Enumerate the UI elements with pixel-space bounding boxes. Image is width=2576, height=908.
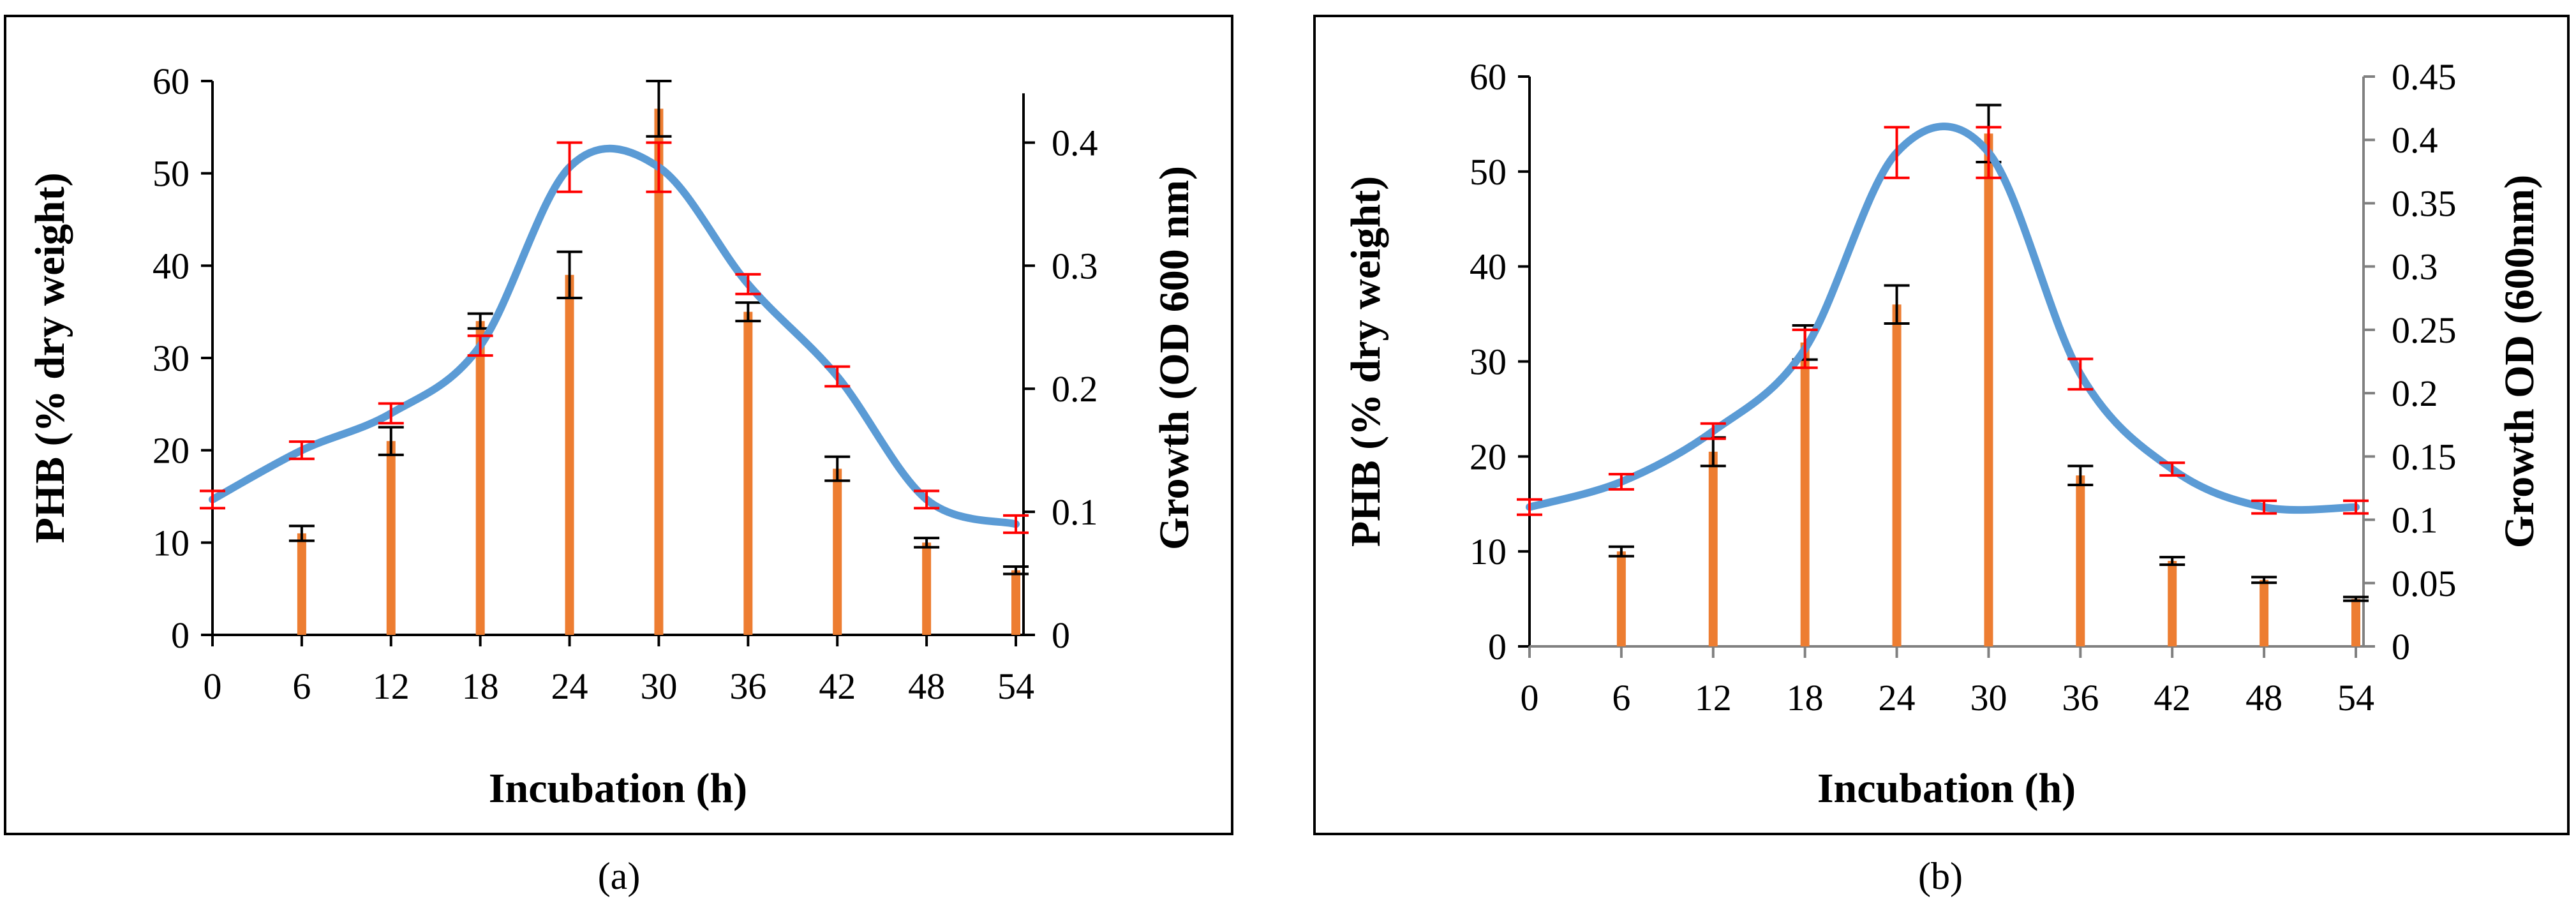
bar <box>2076 475 2085 646</box>
y-tick-label: 0 <box>171 614 190 656</box>
bar <box>743 311 753 635</box>
bar <box>833 468 842 635</box>
y-tick-label: 20 <box>1470 436 1507 477</box>
y-tick-label: 20 <box>153 430 190 472</box>
x-tick-label: 36 <box>729 666 766 707</box>
y-tick-label: 10 <box>1470 531 1507 572</box>
x-tick-label: 12 <box>373 666 410 707</box>
panel-b-caption: (b) <box>1918 855 1963 897</box>
x-axis-title: Incubation (h) <box>1817 765 2076 812</box>
y2-tick-label: 0.15 <box>2392 436 2457 477</box>
x-tick-label: 18 <box>462 666 499 707</box>
y2-tick-label: 0.25 <box>2392 309 2457 351</box>
x-tick-label: 30 <box>640 666 677 707</box>
y-tick-label: 10 <box>153 522 190 563</box>
y2-tick-label: 0.3 <box>1052 245 1098 287</box>
x-tick-label: 48 <box>2245 677 2282 718</box>
panel-a-frame <box>4 15 1233 835</box>
bar <box>1616 551 1626 646</box>
x-tick-label: 24 <box>1879 677 1916 718</box>
bar <box>1984 133 1993 647</box>
bar <box>1800 342 1810 646</box>
x-tick-label: 42 <box>819 666 856 707</box>
bar <box>1708 451 1718 646</box>
y-tick-label: 60 <box>153 61 190 102</box>
y2-tick-label: 0.45 <box>2392 56 2457 98</box>
x-tick-label: 42 <box>2154 677 2191 718</box>
y-tick-label: 0 <box>1488 626 1507 667</box>
bar <box>654 108 664 635</box>
bar <box>297 533 306 635</box>
y2-tick-label: 0.2 <box>1052 368 1098 410</box>
x-tick-label: 6 <box>1612 677 1630 718</box>
panel-b-frame <box>1313 15 2570 835</box>
x-tick-label: 48 <box>908 666 945 707</box>
bar <box>2260 579 2269 646</box>
panel-a-caption: (a) <box>598 855 641 897</box>
x-tick-label: 18 <box>1787 677 1824 718</box>
y-axis-title: PHB (% dry weight) <box>27 172 73 543</box>
bar <box>922 542 932 635</box>
y2-tick-label: 0.1 <box>1052 491 1098 533</box>
bar <box>1892 304 1902 646</box>
y2-axis-title: Growth OD (600nm) <box>2496 175 2543 548</box>
y2-tick-label: 0.4 <box>1052 122 1098 163</box>
y-tick-label: 40 <box>153 245 190 287</box>
bar <box>386 441 396 635</box>
bar <box>2351 599 2360 646</box>
chart-b: 010203040506000.050.10.150.20.250.30.350… <box>1343 56 2543 812</box>
x-tick-label: 30 <box>1970 677 2007 718</box>
y2-tick-label: 0.3 <box>2392 246 2438 288</box>
x-tick-label: 12 <box>1695 677 1732 718</box>
y2-axis-title: Growth (OD 600 nm) <box>1151 166 1198 550</box>
y2-tick-label: 0.2 <box>2392 373 2438 414</box>
y-tick-label: 30 <box>1470 341 1507 383</box>
growth-line <box>209 144 1020 528</box>
y2-tick-label: 0.35 <box>2392 182 2457 224</box>
x-tick-label: 54 <box>2337 677 2374 718</box>
bar <box>1011 570 1020 635</box>
bar <box>565 274 574 635</box>
chart-a: 0 10 20 30 40 50 60 0 0.1 0.2 0.3 0.4 0 6 12 18 24 30 36 42… <box>27 61 1198 812</box>
y2-tick-label: 0 <box>2392 626 2410 667</box>
y2-tick-label: 0.4 <box>2392 119 2438 161</box>
y-tick-label: 50 <box>153 153 190 195</box>
x-axis-title: Incubation (h) <box>489 765 747 812</box>
y-tick-label: 40 <box>1470 246 1507 288</box>
x-tick-label: 6 <box>292 666 311 707</box>
y-tick-label: 60 <box>1470 56 1507 98</box>
x-tick-label: 24 <box>551 666 588 707</box>
y2-tick-label: 0 <box>1052 614 1070 656</box>
y-tick-label: 30 <box>153 338 190 379</box>
growth-line <box>1526 123 2360 514</box>
bar <box>2168 561 2177 646</box>
y2-tick-label: 0.1 <box>2392 500 2438 541</box>
x-tick-label: 0 <box>204 666 222 707</box>
y-tick-label: 50 <box>1470 151 1507 193</box>
x-tick-label: 36 <box>2062 677 2099 718</box>
bar <box>475 321 485 635</box>
x-tick-label: 0 <box>1521 677 1539 718</box>
x-tick-label: 54 <box>997 666 1034 707</box>
y2-tick-label: 0.05 <box>2392 563 2457 604</box>
y-axis-title: PHB (% dry weight) <box>1343 176 1389 547</box>
